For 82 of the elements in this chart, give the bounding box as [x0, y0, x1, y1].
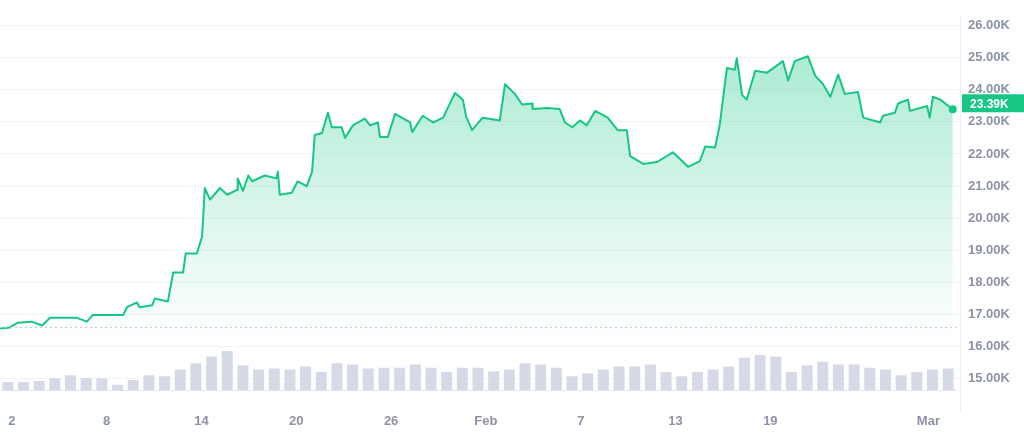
bar: [80, 377, 92, 391]
bar: [801, 365, 813, 391]
bar: [738, 357, 750, 391]
bar: [644, 364, 656, 391]
x-tick-label: 26: [383, 413, 399, 429]
x-tick-label: 8: [103, 413, 111, 429]
bar: [660, 371, 672, 391]
bar: [942, 368, 954, 391]
bar: [848, 364, 860, 391]
y-tick-label: 22.00K: [968, 145, 1011, 161]
y-tick-label: 20.00K: [968, 209, 1011, 225]
x-tick-label: Feb: [474, 413, 498, 429]
bar: [33, 381, 45, 391]
annotation: 23.39K: [970, 96, 1010, 111]
bar: [707, 369, 719, 391]
bar: [785, 371, 797, 391]
bar: [409, 364, 421, 391]
x-tick-label: 20: [289, 413, 304, 429]
x-tick-label: 13: [668, 413, 683, 429]
bar: [394, 367, 406, 391]
bar: [597, 369, 609, 391]
bar: [535, 364, 547, 391]
bar: [550, 367, 562, 391]
bar: [362, 368, 374, 391]
y-tick-label: 19.00K: [968, 241, 1011, 257]
y-tick-label: 26.00K: [968, 17, 1011, 33]
x-tick-label: Mar: [916, 413, 940, 429]
bar: [65, 375, 77, 391]
x-tick-label: 2: [8, 413, 16, 429]
bar: [425, 367, 437, 391]
bar: [879, 369, 891, 391]
bar: [127, 379, 139, 391]
bar: [770, 356, 782, 391]
bar: [456, 367, 468, 391]
bar: [864, 367, 876, 391]
y-tick-label: 15.00K: [968, 370, 1011, 386]
bar: [754, 354, 766, 391]
y-tick-label: 18.00K: [968, 274, 1011, 290]
bar: [96, 378, 108, 391]
bar: [331, 363, 343, 391]
bar: [174, 369, 186, 391]
x-tick-label: 14: [194, 413, 210, 429]
y-tick-label: 23.00K: [968, 113, 1011, 129]
bar: [817, 361, 829, 391]
x-tick-label: 19: [763, 413, 778, 429]
bar: [582, 373, 594, 391]
bar: [519, 363, 531, 391]
bar: [315, 371, 327, 391]
bar: [143, 375, 155, 391]
bar: [488, 371, 500, 391]
y-tick-label: 16.00K: [968, 338, 1011, 354]
bar: [927, 369, 938, 391]
bar: [676, 376, 688, 391]
bar: [613, 366, 625, 391]
bar: [159, 376, 171, 391]
bar: [237, 365, 249, 391]
bar: [2, 381, 14, 391]
bar: [268, 368, 280, 391]
bar: [441, 371, 453, 391]
bar: [206, 356, 218, 391]
bar: [253, 369, 265, 391]
y-tick-label: 25.00K: [968, 49, 1011, 65]
y-tick-label: 24.00K: [968, 81, 1011, 97]
y-tick-label: 17.00K: [968, 306, 1011, 322]
bar: [49, 378, 61, 391]
bar: [190, 363, 202, 391]
bar: [566, 376, 578, 391]
bar: [911, 371, 923, 391]
x-tick-label: 7: [577, 413, 585, 429]
bar: [895, 375, 907, 391]
bar: [347, 364, 359, 391]
bar: [503, 369, 515, 391]
y-tick-label: 21.00K: [968, 177, 1011, 193]
bar: [18, 381, 29, 391]
bar: [832, 364, 844, 391]
bar: [378, 367, 390, 391]
bar: [284, 369, 296, 391]
bar: [629, 366, 641, 391]
bar: [723, 366, 735, 391]
bar: [221, 351, 233, 391]
bar: [691, 371, 703, 391]
bar: [300, 366, 312, 391]
